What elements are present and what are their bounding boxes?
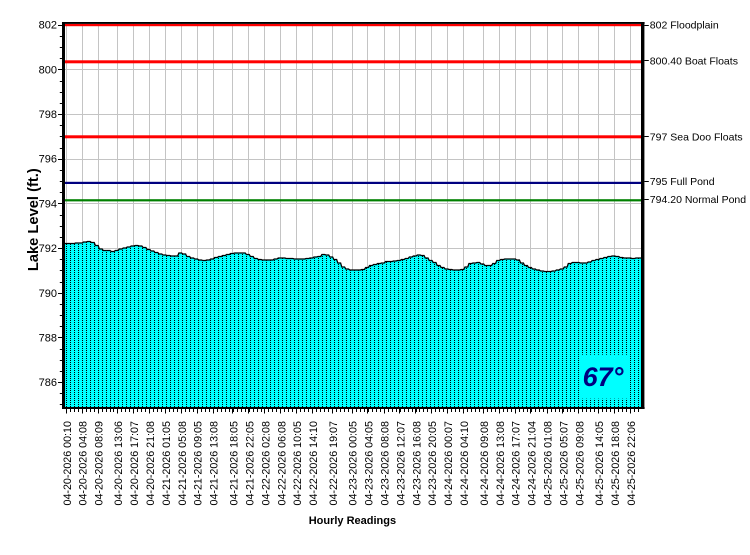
svg-text:802: 802: [39, 20, 57, 32]
svg-text:04-21-2026 09:05: 04-21-2026 09:05: [193, 421, 205, 505]
svg-text:04-20-2026 00:10: 04-20-2026 00:10: [62, 421, 74, 505]
svg-text:04-20-2026 21:08: 04-20-2026 21:08: [145, 421, 157, 505]
svg-text:04-22-2026 06:08: 04-22-2026 06:08: [276, 421, 288, 505]
svg-text:04-24-2026 13:08: 04-24-2026 13:08: [495, 421, 507, 505]
svg-text:04-25-2026 14:05: 04-25-2026 14:05: [594, 421, 606, 505]
svg-text:04-25-2026 09:08: 04-25-2026 09:08: [574, 421, 586, 505]
svg-text:794.20 Normal Pond: 794.20 Normal Pond: [650, 194, 746, 206]
svg-text:795 Full Pond: 795 Full Pond: [650, 176, 715, 188]
svg-text:04-23-2026 16:08: 04-23-2026 16:08: [411, 421, 423, 505]
svg-text:04-24-2026 09:08: 04-24-2026 09:08: [479, 421, 491, 505]
svg-text:786: 786: [39, 377, 57, 389]
svg-text:04-20-2026 08:09: 04-20-2026 08:09: [94, 421, 106, 505]
svg-text:04-20-2026 17:07: 04-20-2026 17:07: [129, 421, 141, 505]
svg-text:04-21-2026 18:05: 04-21-2026 18:05: [228, 421, 240, 505]
svg-text:790: 790: [39, 288, 57, 300]
svg-text:04-25-2026 05:07: 04-25-2026 05:07: [558, 421, 570, 505]
svg-text:04-23-2026 20:05: 04-23-2026 20:05: [427, 421, 439, 505]
svg-text:04-24-2026 04:10: 04-24-2026 04:10: [459, 421, 471, 505]
svg-text:04-25-2026 22:06: 04-25-2026 22:06: [626, 421, 638, 505]
svg-text:Lake Level (ft.): Lake Level (ft.): [26, 168, 42, 271]
svg-text:792: 792: [39, 243, 57, 255]
svg-text:04-21-2026 22:05: 04-21-2026 22:05: [244, 421, 256, 505]
svg-text:04-24-2026 17:07: 04-24-2026 17:07: [511, 421, 523, 505]
svg-text:04-22-2026 02:08: 04-22-2026 02:08: [260, 421, 272, 505]
svg-text:04-23-2026 00:05: 04-23-2026 00:05: [348, 421, 360, 505]
svg-text:04-20-2026 04:08: 04-20-2026 04:08: [78, 421, 90, 505]
svg-text:04-24-2026 00:07: 04-24-2026 00:07: [443, 421, 455, 505]
svg-text:04-21-2026 05:08: 04-21-2026 05:08: [177, 421, 189, 505]
svg-text:788: 788: [39, 333, 57, 345]
svg-text:04-22-2026 19:07: 04-22-2026 19:07: [328, 421, 340, 505]
svg-text:04-22-2026 10:05: 04-22-2026 10:05: [292, 421, 304, 505]
svg-text:Hourly Readings: Hourly Readings: [309, 515, 396, 527]
svg-text:802 Floodplain: 802 Floodplain: [650, 20, 719, 32]
svg-text:04-25-2026 18:08: 04-25-2026 18:08: [610, 421, 622, 505]
svg-text:800.40 Boat Floats: 800.40 Boat Floats: [650, 55, 738, 67]
svg-text:04-21-2026 13:08: 04-21-2026 13:08: [209, 421, 221, 505]
svg-text:04-22-2026 14:10: 04-22-2026 14:10: [308, 421, 320, 505]
svg-text:04-23-2026 12:07: 04-23-2026 12:07: [395, 421, 407, 505]
svg-text:796: 796: [39, 154, 57, 166]
svg-text:800: 800: [39, 64, 57, 76]
svg-text:04-21-2026 01:05: 04-21-2026 01:05: [161, 421, 173, 505]
svg-text:798: 798: [39, 109, 57, 121]
svg-text:04-20-2026 13:06: 04-20-2026 13:06: [113, 421, 125, 505]
svg-text:04-23-2026 04:05: 04-23-2026 04:05: [364, 421, 376, 505]
svg-text:794: 794: [39, 198, 57, 210]
svg-text:04-23-2026 08:08: 04-23-2026 08:08: [380, 421, 392, 505]
svg-text:04-25-2026 01:08: 04-25-2026 01:08: [543, 421, 555, 505]
svg-text:04-24-2026 21:04: 04-24-2026 21:04: [526, 421, 538, 505]
svg-text:67°: 67°: [583, 362, 624, 392]
svg-text:797 Sea Doo Floats: 797 Sea Doo Floats: [650, 131, 743, 143]
